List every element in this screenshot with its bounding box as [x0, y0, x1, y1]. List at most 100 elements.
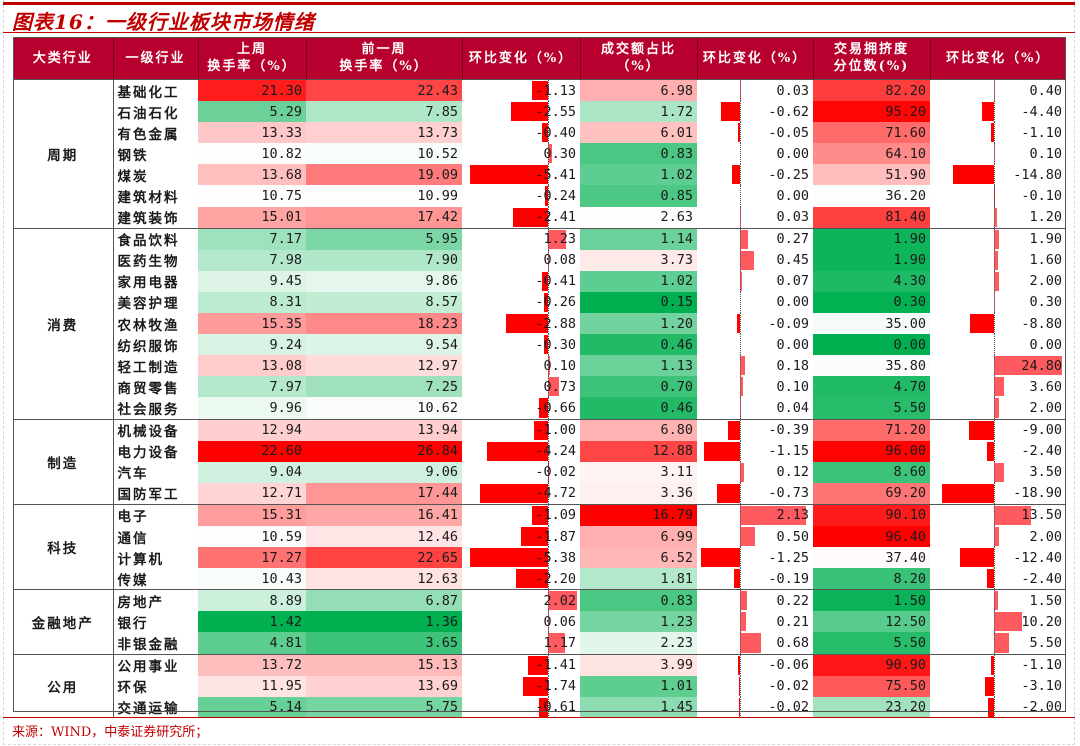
amount-change: 0.00 — [697, 185, 813, 207]
data-bar — [988, 697, 994, 717]
page-frame — [3, 0, 1075, 745]
crowding-percentile: 0.00 — [813, 334, 930, 356]
zero-axis — [993, 101, 995, 123]
cell-value: 1.20 — [1029, 209, 1062, 226]
cell-value: -1.15 — [768, 443, 809, 460]
table-row: 家用电器 9.45 9.86 -0.41 1.02 0.07 4.30 2.00 — [13, 270, 1066, 292]
table-row: 建筑装饰 15.01 17.42 -2.41 2.63 0.03 81.40 1.20 — [13, 206, 1066, 229]
prev-week-turnover: 13.94 — [306, 418, 462, 441]
amount-share: 0.46 — [580, 397, 697, 419]
industry-name: 电子 — [113, 503, 198, 526]
zero-axis — [548, 504, 550, 526]
amount-change: -1.25 — [697, 547, 813, 569]
crowding-percentile: 96.40 — [813, 525, 930, 548]
data-bar — [720, 102, 740, 122]
figure-title: 图表16：一级行业板块市场情绪 — [12, 10, 315, 34]
zero-axis — [548, 143, 550, 165]
zero-axis — [739, 632, 741, 654]
zero-axis — [993, 547, 995, 569]
crowding-change: 3.60 — [930, 376, 1066, 398]
turnover-change: -4.72 — [462, 482, 580, 505]
data-bar — [993, 612, 1022, 632]
crowding-percentile: 96.00 — [813, 440, 930, 462]
data-bar — [993, 633, 1010, 653]
cell-value: 1.50 — [1029, 592, 1062, 609]
amount-share: 2.23 — [580, 632, 697, 655]
amount-share: 1.13 — [580, 355, 697, 377]
cell-value: -0.39 — [768, 422, 809, 439]
industry-name: 家用电器 — [117, 275, 180, 292]
zero-axis — [739, 654, 741, 676]
prev-week-turnover: 17.42 — [306, 206, 462, 229]
zero-axis — [993, 270, 995, 292]
last-week-turnover: 7.17 — [198, 227, 306, 250]
data-bar — [739, 377, 743, 397]
zero-axis — [548, 249, 550, 271]
bottom-divider — [3, 717, 1075, 718]
data-bar — [993, 505, 1032, 525]
table-row: 传媒 10.43 12.63 -2.20 1.81 -0.19 8.20 -2.40 — [13, 568, 1066, 590]
header-crowding: 交易拥挤度 分位数(%) — [812, 37, 930, 80]
cell-value: 0.22 — [776, 592, 809, 609]
data-bar — [727, 420, 740, 440]
cell-value: -1.10 — [1021, 657, 1062, 674]
turnover-change: -0.30 — [462, 334, 580, 356]
data-bar — [987, 569, 994, 589]
turnover-change: -2.88 — [462, 313, 580, 335]
cell-value: -0.05 — [768, 124, 809, 141]
zero-axis — [739, 122, 741, 144]
amount-share: 1.02 — [580, 164, 697, 186]
turnover-change: 2.02 — [462, 589, 580, 612]
prev-week-turnover: 10.52 — [306, 143, 462, 165]
industry-name: 电力设备 — [117, 445, 180, 462]
zero-axis — [993, 185, 995, 207]
zero-axis — [739, 80, 741, 102]
crowding-percentile: 4.70 — [813, 376, 930, 398]
crowding-change: -2.00 — [930, 696, 1066, 718]
industry-name: 计算机 — [117, 551, 164, 568]
table-row: 商贸零售 7.97 7.25 0.73 0.70 0.10 4.70 3.60 — [13, 376, 1066, 398]
zero-axis — [993, 461, 995, 483]
last-week-turnover: 13.33 — [198, 122, 306, 144]
cell-value: -0.66 — [535, 399, 576, 416]
crowding-percentile: 90.90 — [813, 653, 930, 676]
last-week-turnover: 11.95 — [198, 675, 306, 697]
cell-value: 2.00 — [1029, 273, 1062, 290]
prev-week-turnover: 22.65 — [306, 547, 462, 569]
zero-axis — [548, 355, 550, 377]
cell-value: -1.10 — [1021, 124, 1062, 141]
last-week-turnover: 12.94 — [198, 418, 306, 441]
title-divider — [3, 32, 1075, 33]
cell-value: 10.20 — [1021, 613, 1062, 630]
industry-name: 交通运输 — [117, 701, 180, 718]
cell-value: 0.40 — [1029, 82, 1062, 99]
last-week-turnover: 17.27 — [198, 547, 306, 569]
amount-change: -0.02 — [697, 696, 813, 718]
amount-share: 3.11 — [580, 461, 697, 483]
turnover-change: -1.00 — [462, 418, 580, 441]
prev-week-turnover: 12.46 — [306, 525, 462, 548]
crowding-change: 1.90 — [930, 227, 1066, 250]
data-bar — [959, 548, 994, 568]
table-row: 金融地产 房地产 8.89 6.87 2.02 0.83 0.22 1.50 1.50 — [13, 589, 1066, 655]
zero-axis — [548, 164, 550, 186]
category-cell: 科技 — [13, 503, 114, 590]
data-bar — [542, 123, 549, 143]
cell-value: 0.50 — [776, 528, 809, 545]
industry-name: 有色金属 — [117, 126, 180, 143]
last-week-turnover: 7.97 — [198, 376, 306, 398]
crowding-percentile: 95.20 — [813, 101, 930, 123]
turnover-change: -0.66 — [462, 397, 580, 419]
crowding-percentile: 12.50 — [813, 611, 930, 633]
last-week-turnover: 15.01 — [198, 206, 306, 229]
zero-axis — [548, 675, 550, 697]
last-week-turnover: 9.45 — [198, 270, 306, 292]
cell-value: 5.50 — [1029, 634, 1062, 651]
zero-axis — [739, 334, 741, 356]
last-week-turnover: 5.14 — [198, 696, 306, 718]
crowding-percentile: 36.20 — [813, 185, 930, 207]
prev-week-turnover: 5.75 — [306, 696, 462, 718]
header-amount-share: 成交额占比 （%） — [579, 37, 697, 80]
industry-name: 建筑材料 — [117, 190, 180, 207]
crowding-change: 1.50 — [930, 589, 1066, 612]
